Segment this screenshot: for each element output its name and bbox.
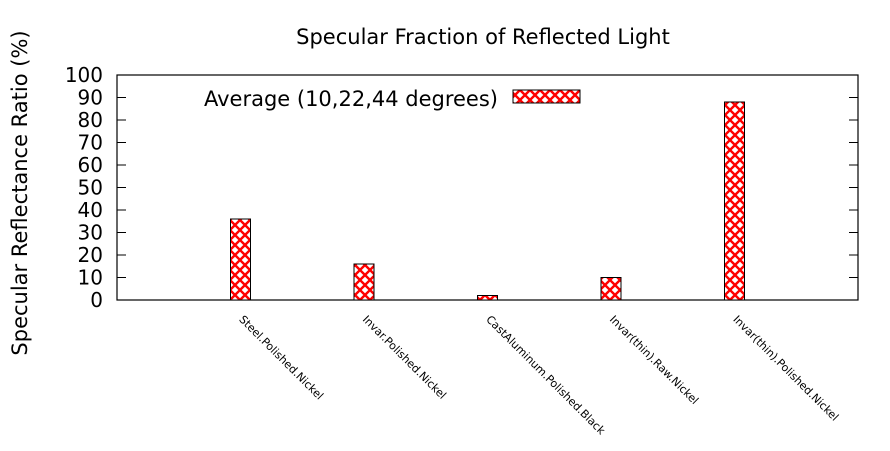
bar [230,218,251,301]
x-tick-label: CastAluminum.Polished.Black [483,313,608,438]
bar [477,295,498,301]
y-tick-label: 70 [78,131,103,155]
bar-series [230,101,745,301]
bar [353,263,375,301]
x-tick-label: Invar(thin).Raw.Nickel [607,313,701,407]
x-axis-tick-labels: Steel.Polished.Nickel Invar.Polished.Nick… [236,313,841,438]
legend-swatch [512,89,581,104]
chart-title: Specular Fraction of Reflected Light [296,25,670,49]
x-tick-label: Invar(thin).Polished.Nickel [730,313,841,424]
y-axis-label: Specular Reflectance Ratio (%) [8,30,32,355]
y-tick-label: 10 [78,266,103,290]
x-tick-label: Invar.Polished.Nickel [360,313,449,402]
y-tick-label: 60 [78,153,103,177]
y-tick-label: 80 [78,108,103,132]
y-tick-label: 90 [78,86,103,110]
legend-label: Average (10,22,44 degrees) [204,87,498,111]
y-tick-label: 20 [78,243,103,267]
bar [600,277,622,301]
bar [724,101,745,301]
legend: Average (10,22,44 degrees) [204,87,581,111]
y-tick-label: 30 [78,221,103,245]
y-tick-label: 40 [78,198,103,222]
y-tick-label: 50 [78,176,103,200]
y-tick-label: 100 [65,63,103,87]
y-tick-label: 0 [90,288,103,312]
x-tick-label: Steel.Polished.Nickel [236,313,325,402]
